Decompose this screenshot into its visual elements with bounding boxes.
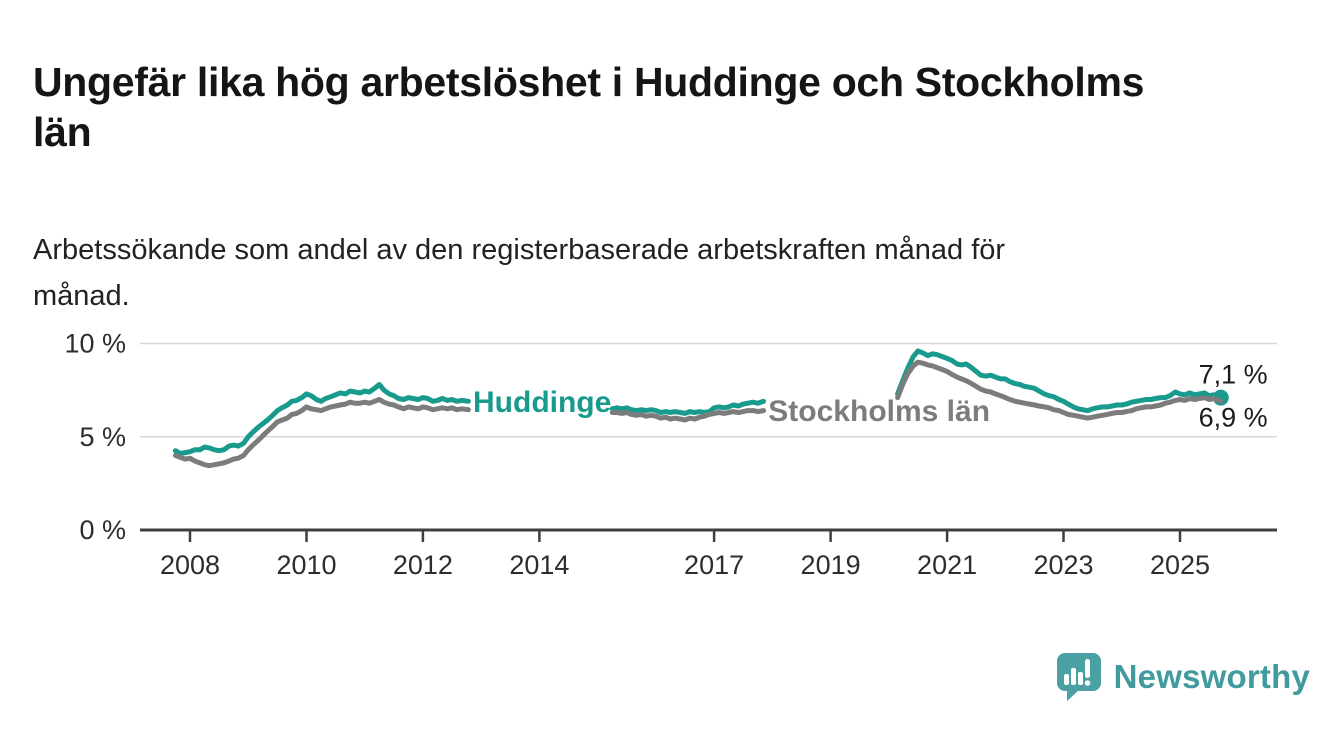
x-tick-label: 2023 xyxy=(1033,550,1093,580)
y-tick-label: 5 % xyxy=(79,422,126,452)
end-value-label-huddinge: 7,1 % xyxy=(1198,359,1268,390)
series-line-stockholms-län xyxy=(172,397,471,469)
x-tick-label: 2021 xyxy=(917,550,977,580)
y-tick-label: 0 % xyxy=(79,515,126,545)
series-label-huddinge: Huddinge xyxy=(473,386,612,419)
x-tick-label: 2008 xyxy=(160,550,220,580)
exclamation-dot xyxy=(1084,680,1090,686)
series-line-huddinge xyxy=(609,398,767,416)
series-line-huddinge xyxy=(172,382,471,456)
chart-subtitle: Arbetssökande som andel av den registerb… xyxy=(33,234,1006,313)
x-tick-label: 2025 xyxy=(1150,550,1210,580)
line-chart-canvas: 2008 2010 2012 2014 2017 2019 2021 2023 2025 0 % 5… xyxy=(64,329,1277,580)
chart-area: 2008 2010 2012 2014 2017 2019 2021 2023 2025 0 % 5… xyxy=(0,320,1340,600)
x-tick-label: 2019 xyxy=(801,550,861,580)
chart-title: Ungefär lika hög arbetslöshet i Huddinge… xyxy=(33,59,1145,156)
bar-3 xyxy=(1077,672,1083,685)
x-tick-label: 2010 xyxy=(276,550,336,580)
end-value-label-stockholms-län: 6,9 % xyxy=(1198,402,1268,433)
y-tick-label: 10 % xyxy=(64,329,126,359)
exclamation-bar xyxy=(1084,659,1090,678)
series-label-stockholms-län: Stockholms län xyxy=(768,394,991,428)
series-line-stockholms-län xyxy=(609,408,767,423)
bar-2 xyxy=(1070,668,1076,685)
series-line-huddinge xyxy=(895,348,1224,414)
bar-1 xyxy=(1063,674,1069,685)
x-tick-label: 2017 xyxy=(684,550,744,580)
x-tick-label: 2012 xyxy=(393,550,453,580)
series-line-stockholms-län xyxy=(895,359,1224,421)
x-tick-label: 2014 xyxy=(509,550,569,580)
newsworthy-logo: Newsworthy xyxy=(1056,652,1310,702)
newsworthy-logo-text: Newsworthy xyxy=(1113,658,1310,695)
newsworthy-logo-icon xyxy=(1056,653,1101,701)
